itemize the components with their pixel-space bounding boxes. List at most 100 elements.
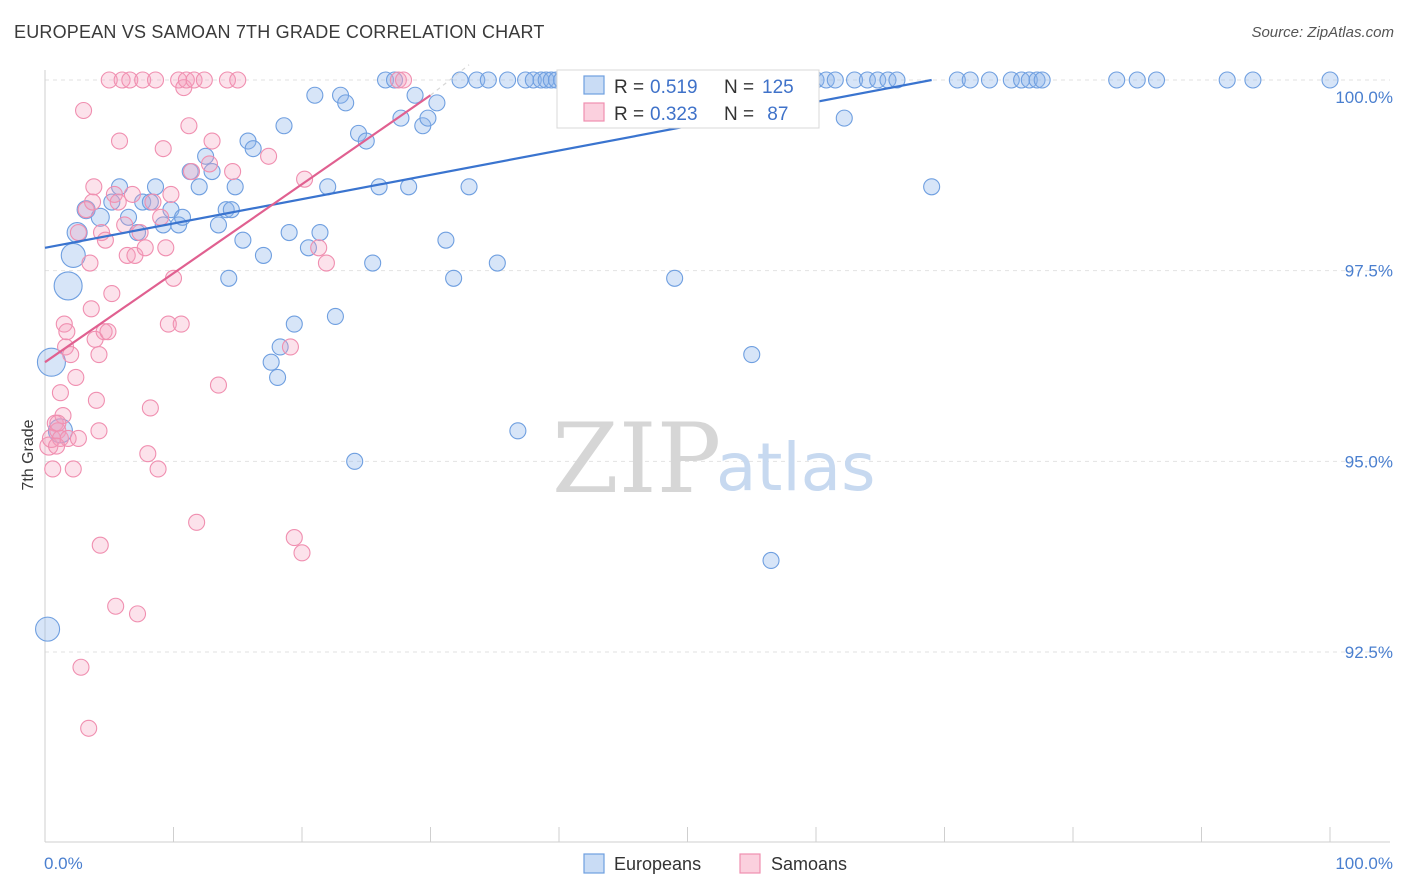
samoans-point	[121, 71, 139, 89]
europeans-point	[271, 338, 289, 356]
samoans-point	[51, 384, 69, 402]
europeans-point	[488, 254, 506, 272]
europeans-point	[36, 347, 66, 377]
gridlines	[45, 79, 1390, 653]
samoans-point	[260, 147, 278, 165]
europeans-point	[468, 71, 486, 89]
stats-legend-n-label-samoans: N =	[724, 104, 754, 125]
europeans-point	[385, 71, 404, 89]
samoans-point	[185, 71, 203, 89]
samoans-point	[100, 71, 118, 89]
samoans-point	[91, 536, 109, 554]
samoans-point	[87, 391, 105, 409]
europeans-point	[226, 178, 244, 196]
samoans-point	[157, 239, 175, 257]
europeans-point	[1321, 71, 1339, 89]
samoans-point	[203, 132, 221, 150]
samoans-point	[80, 719, 98, 737]
samoans-point	[69, 223, 87, 242]
europeans-point	[234, 231, 252, 249]
europeans-point	[869, 71, 887, 89]
europeans-point	[285, 315, 303, 333]
samoans-point	[281, 338, 299, 356]
bottom-legend-swatch-samoans[interactable]	[739, 853, 761, 874]
europeans-point	[326, 307, 344, 325]
europeans-point	[826, 71, 844, 89]
europeans-point	[254, 246, 273, 264]
stats-legend-r-label-europeans: R =	[614, 77, 644, 98]
y-tick-label: 95.0%	[1345, 452, 1393, 471]
europeans-point	[1033, 71, 1051, 89]
europeans-point	[980, 71, 999, 89]
samoans-point	[149, 460, 167, 478]
europeans-point	[146, 178, 165, 196]
europeans-point	[845, 71, 864, 89]
stats-legend-n-value-europeans: 125	[762, 77, 794, 98]
europeans-point	[406, 86, 424, 104]
samoans-point	[180, 117, 198, 135]
samoans-point	[200, 155, 219, 173]
europeans-point	[460, 178, 478, 196]
samoans-trend-extension	[430, 64, 470, 96]
samoans-point	[48, 437, 66, 455]
europeans-point	[311, 223, 329, 242]
samoans-point	[162, 185, 180, 203]
bottom-legend-label-europeans[interactable]: Europeans	[614, 854, 701, 874]
bottom-legend-swatch-europeans[interactable]	[583, 853, 605, 874]
europeans-point	[400, 178, 418, 196]
stats-legend-swatch-europeans	[583, 75, 605, 95]
samoans-point	[229, 71, 247, 89]
samoans-point	[107, 597, 125, 615]
samoans-point	[82, 300, 100, 318]
europeans-point	[376, 71, 395, 89]
europeans-point	[90, 207, 110, 227]
samoans-point	[195, 71, 213, 89]
watermark-atlas: atlas	[716, 429, 876, 506]
europeans-point	[190, 178, 208, 196]
source-label: Source: ZipAtlas.com	[1251, 24, 1394, 41]
europeans-point	[888, 71, 906, 89]
samoans-point	[64, 460, 82, 478]
x-tick-label-min: 0.0%	[44, 854, 83, 873]
samoans-point	[81, 254, 99, 272]
samoans-point	[109, 193, 127, 211]
samoans-point	[296, 170, 314, 188]
stats-legend-r-label-samoans: R =	[614, 104, 644, 125]
europeans-point	[262, 353, 280, 371]
samoans-point	[103, 284, 121, 303]
samoans-point	[141, 399, 159, 417]
watermark-zip: ZIP	[552, 403, 721, 515]
y-axis-label: 7th Grade	[20, 419, 37, 490]
europeans-point	[961, 71, 979, 89]
y-tick-label: 100.0%	[1335, 88, 1393, 107]
samoans-point	[58, 323, 76, 341]
samoans-point	[172, 315, 190, 333]
europeans-point	[428, 94, 446, 112]
samoans-point	[90, 346, 108, 364]
stats-legend-n-value-samoans: 87	[762, 104, 788, 125]
europeans-point	[53, 271, 83, 301]
europeans-point	[364, 254, 382, 272]
samoans-point	[67, 368, 85, 386]
europeans-point	[1128, 71, 1146, 89]
y-tick-label: 97.5%	[1345, 262, 1393, 281]
europeans-point	[280, 223, 298, 242]
europeans-point	[346, 452, 364, 470]
bottom-legend-label-samoans[interactable]: Samoans	[771, 854, 847, 874]
stats-legend-r-value-europeans: 0.519	[650, 77, 698, 98]
samoans-point	[69, 429, 87, 448]
europeans-point	[1108, 71, 1126, 89]
europeans-point	[948, 71, 966, 89]
europeans-point	[451, 71, 469, 89]
europeans-point	[666, 269, 684, 287]
stats-legend-n-label-europeans: N =	[724, 77, 754, 98]
samoans-point	[146, 71, 165, 89]
samoans-point	[116, 216, 134, 234]
samoans-point	[285, 529, 303, 547]
europeans-point	[445, 269, 463, 287]
watermark: ZIP atlas	[552, 403, 876, 515]
samoans-point	[394, 71, 413, 89]
europeans-point	[743, 346, 761, 364]
samoans-point	[123, 185, 141, 203]
x-ticks	[44, 827, 1331, 842]
